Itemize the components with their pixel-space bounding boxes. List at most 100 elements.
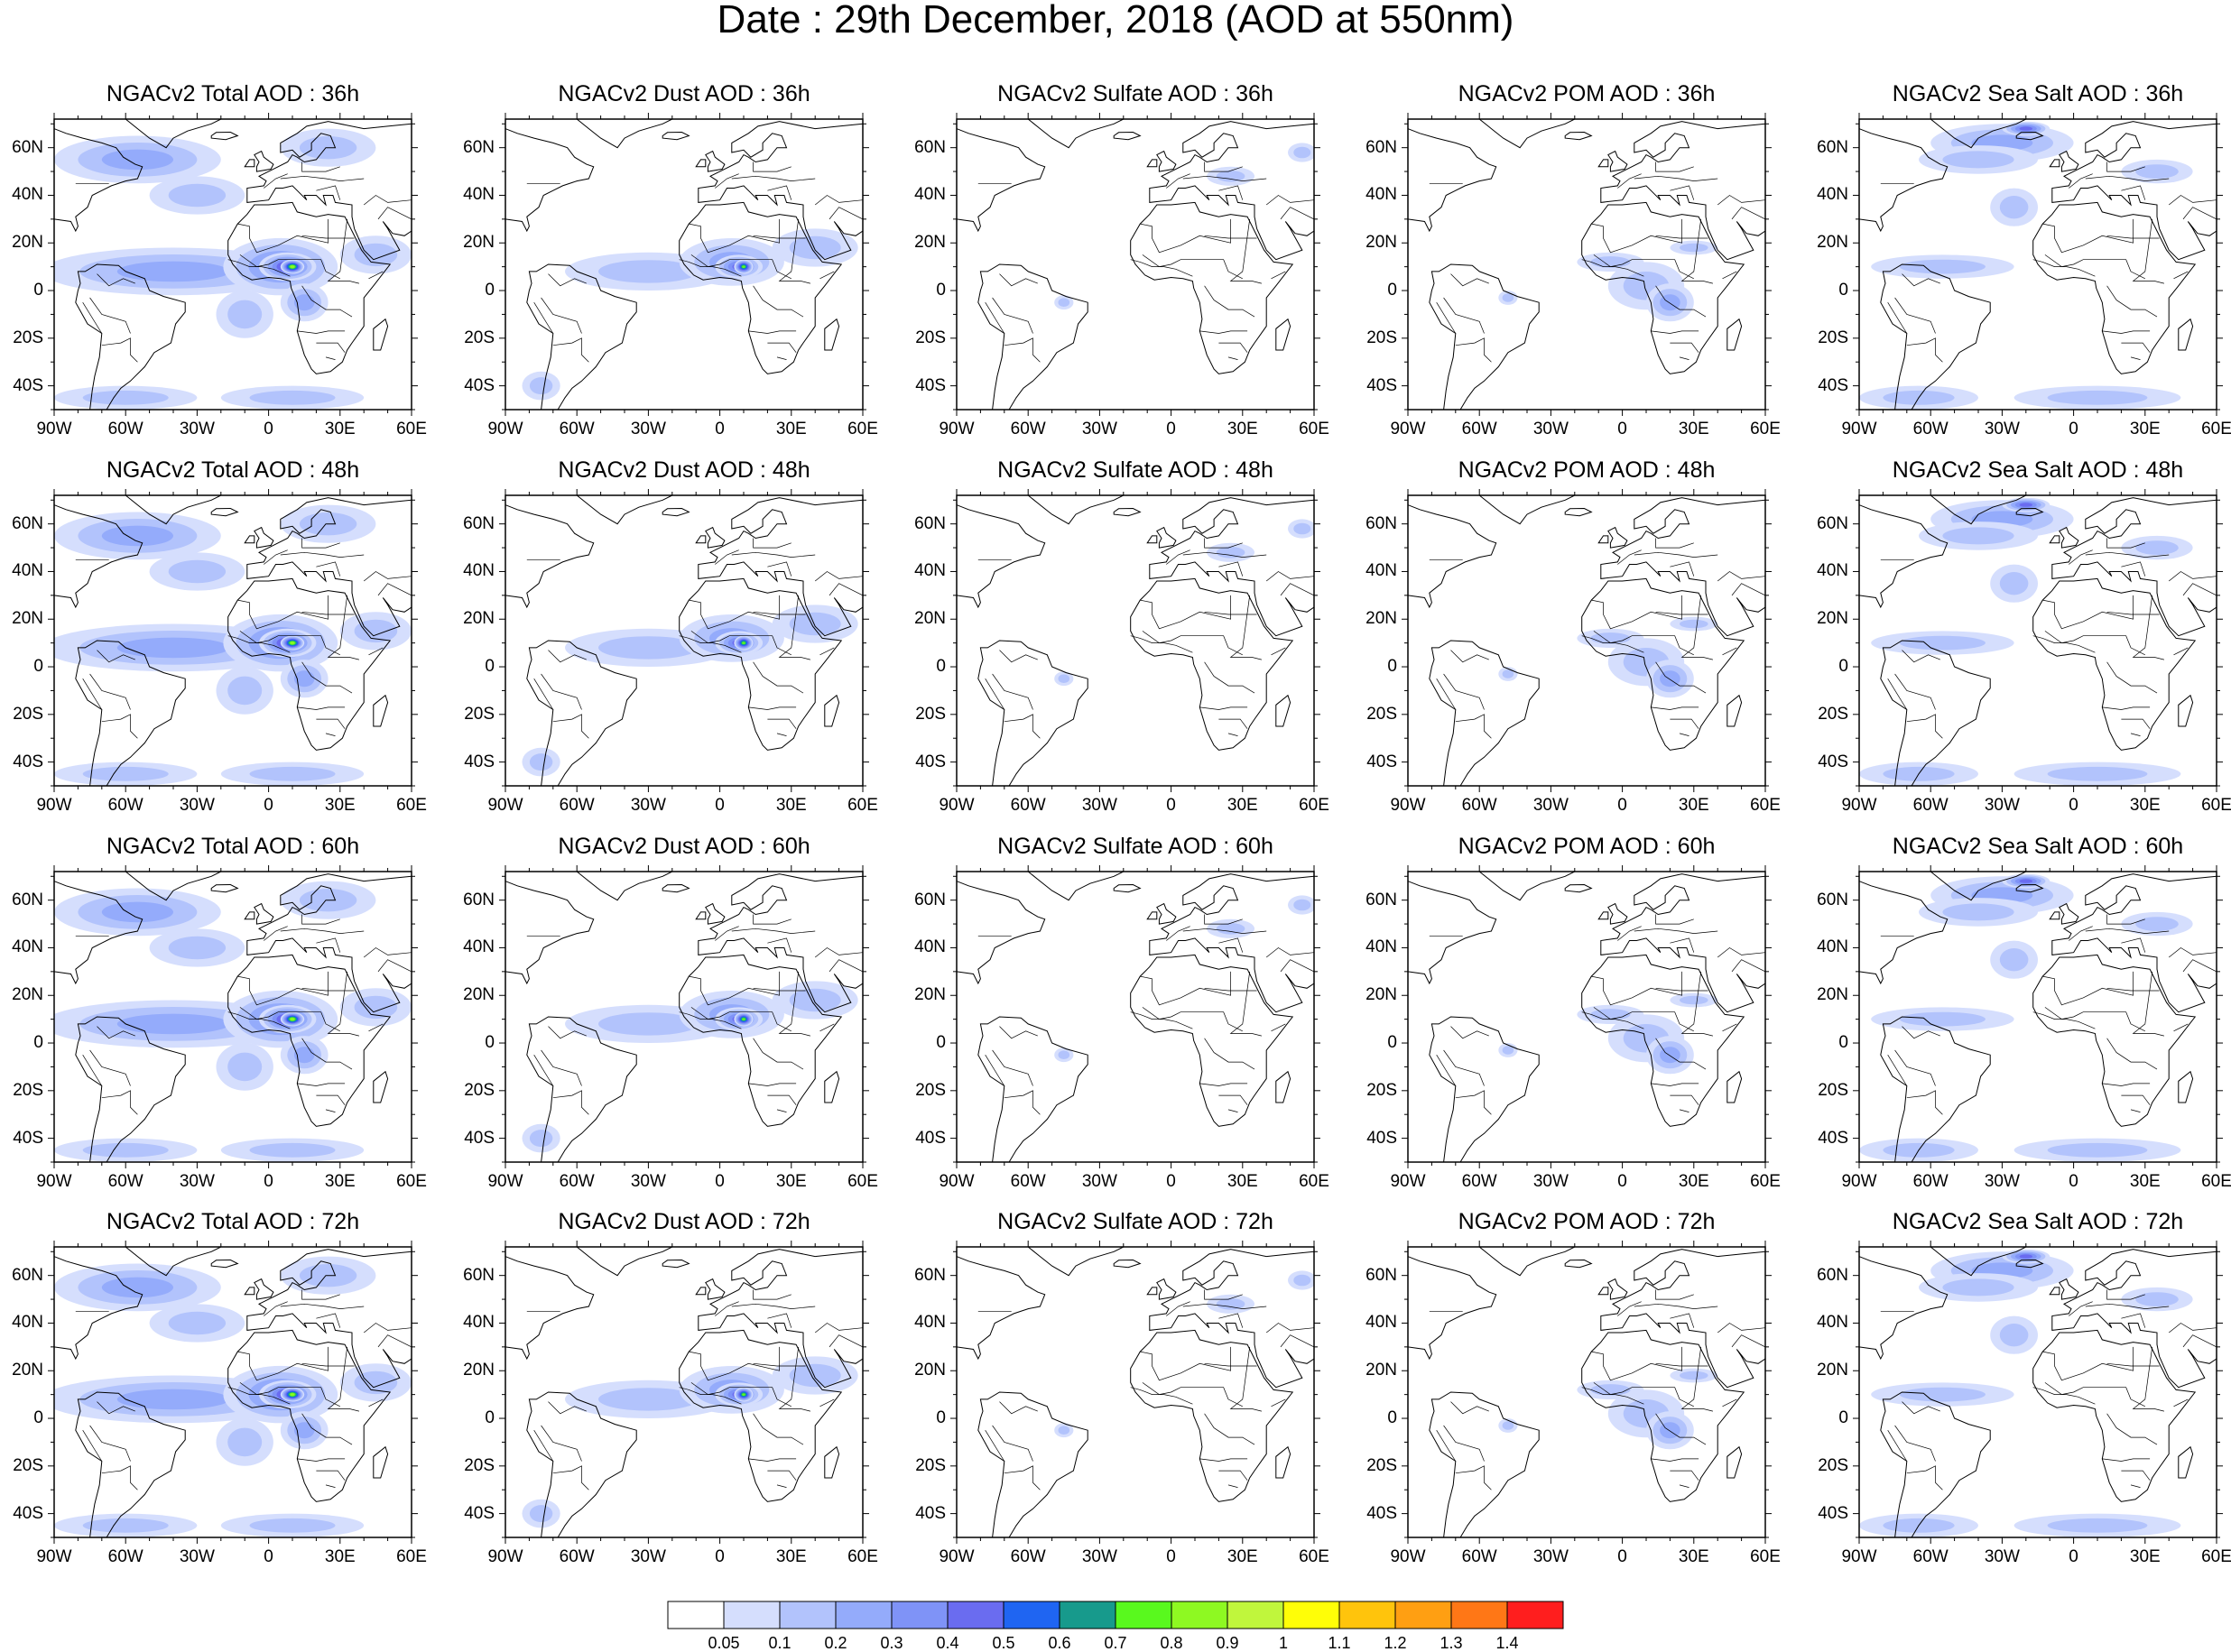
country-border [2085, 928, 2170, 934]
country-border [1199, 1458, 1248, 1462]
coastline [373, 1445, 389, 1479]
country-border [992, 297, 1033, 334]
coastline [1275, 1070, 1291, 1103]
lon-tick-label: 0 [2069, 420, 2078, 438]
aod-shading-level-3 [116, 1013, 230, 1035]
coastline [1408, 1256, 1497, 1361]
country-border [2168, 571, 2217, 582]
lat-tick-label: 40S [1366, 375, 1397, 395]
lon-tick-label: 90W [1841, 420, 1877, 438]
coastline [54, 1256, 143, 1361]
country-border [1670, 342, 1699, 353]
country-border [533, 1055, 554, 1086]
lat-tick-label: 0 [1387, 1408, 1397, 1428]
lat-tick-label: 20N [1365, 985, 1397, 1005]
lat-tick-label: 20N [1817, 1361, 1848, 1380]
aod-shading-level-2 [529, 1130, 553, 1148]
lon-tick-label: 30E [2129, 420, 2161, 438]
country-border [2044, 631, 2145, 656]
lat-tick-label: 40N [914, 1313, 946, 1333]
coastline [2059, 1278, 2079, 1300]
lon-tick-label: 30W [179, 1547, 215, 1566]
aod-shading-level-8 [742, 1393, 745, 1396]
lat-tick-label: 0 [485, 1408, 495, 1428]
coastline [2049, 1287, 2060, 1296]
coastline [2015, 883, 2044, 893]
aod-shading-level-2 [82, 1518, 169, 1533]
colorbar-tick-label: 0.9 [1216, 1634, 1239, 1652]
country-border [316, 185, 341, 200]
colorbar-tick-label: 0.5 [992, 1634, 1015, 1652]
country-border [1229, 218, 1262, 284]
lon-tick-label: 60E [847, 796, 878, 815]
country-border [829, 583, 863, 596]
coastline [2178, 318, 2194, 351]
lon-tick-label: 0 [715, 1547, 725, 1566]
aod-shading-level-3 [293, 670, 315, 688]
aod-shading-level-2 [789, 612, 841, 636]
coastline [1130, 577, 1294, 751]
coastline [1478, 1247, 1576, 1277]
country-border [327, 1346, 359, 1412]
lat-tick-label: 60N [1365, 1265, 1397, 1285]
country-border [1655, 661, 1707, 694]
coastline [1156, 1278, 1177, 1300]
lat-tick-label: 40S [464, 752, 495, 771]
country-border [264, 1301, 288, 1316]
coastline [977, 640, 1088, 786]
coastline [1130, 1329, 1294, 1502]
coastline [1429, 1391, 1540, 1537]
lon-tick-label: 30E [2129, 1547, 2161, 1566]
coastline [125, 872, 222, 901]
colorbar-tick-label: 0.1 [768, 1634, 791, 1652]
lon-tick-label: 0 [2069, 796, 2078, 815]
lat-tick-label: 0 [936, 1033, 946, 1053]
map-panel-pom-36h: NGACv2 POM AOD : 36h 60N 40N 20N 0 20S 40S 90W 6… [1354, 81, 1787, 451]
coastline [1600, 497, 1765, 637]
country-border [1204, 1289, 1243, 1300]
aod-shading-level-2 [1502, 669, 1514, 678]
colorbar-swatch [667, 1601, 725, 1629]
country-border [2032, 1011, 2096, 1029]
lon-tick-label: 60E [1750, 1172, 1781, 1191]
lat-tick-label: 0 [936, 1408, 946, 1428]
coastline [2178, 1070, 2194, 1103]
country-border [2106, 1038, 2158, 1070]
aod-shading-level-3 [116, 637, 230, 659]
country-border [829, 207, 863, 220]
aod-shading-level-2 [82, 390, 169, 405]
lat-tick-label: 40S [1818, 1128, 1848, 1148]
lat-tick-label: 40N [1817, 1313, 1848, 1333]
country-border [237, 595, 329, 630]
country-border [2132, 218, 2164, 284]
lat-tick-label: 20S [464, 1455, 495, 1475]
country-border [731, 551, 816, 558]
aod-shading-level-2 [1942, 903, 2014, 921]
coastline [246, 497, 412, 637]
coastline [705, 1278, 726, 1300]
aod-shading-level-2 [1899, 1387, 1986, 1402]
lon-tick-label: 60W [1912, 796, 1949, 815]
country-border [227, 1011, 291, 1029]
lon-tick-label: 30E [324, 796, 356, 815]
lon-tick-label: 0 [1617, 420, 1627, 438]
lon-tick-label: 30W [1984, 796, 2020, 815]
coastline [1113, 883, 1142, 893]
lat-tick-label: 20N [1817, 233, 1848, 253]
lon-tick-label: 90W [939, 1547, 975, 1566]
coastline [576, 1247, 673, 1277]
country-border [368, 1398, 384, 1407]
colorbar-tick-label: 1.1 [1328, 1634, 1351, 1652]
country-border [101, 337, 138, 363]
lon-tick-label: 60E [2201, 420, 2231, 438]
country-border [1204, 162, 1243, 172]
aod-shading-level-2 [1216, 171, 1245, 182]
coastline [1146, 911, 1158, 920]
coastline [1130, 954, 1294, 1127]
coastline [505, 881, 595, 985]
map-panel-dust-72h: NGACv2 Dust AOD : 72h 60N 40N 20N 0 20S 40S 90W… [451, 1209, 884, 1579]
lon-tick-label: 60W [559, 1172, 595, 1191]
country-border [985, 302, 1005, 334]
country-border [767, 342, 797, 353]
country-border [999, 650, 1038, 663]
